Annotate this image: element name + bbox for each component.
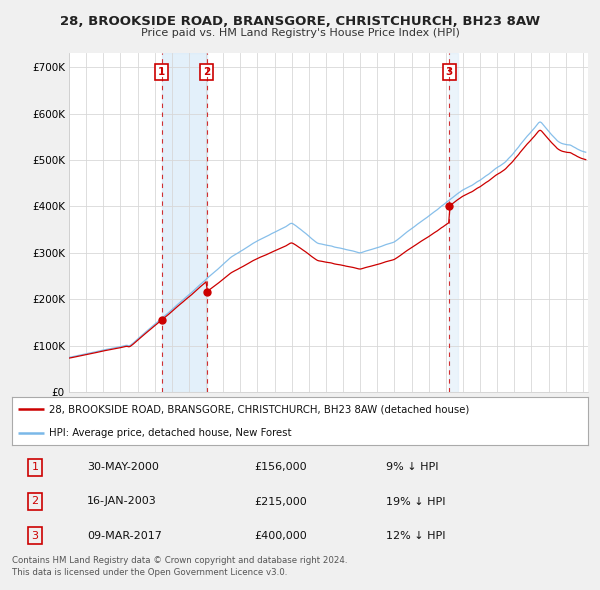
- Text: 28, BROOKSIDE ROAD, BRANSGORE, CHRISTCHURCH, BH23 8AW (detached house): 28, BROOKSIDE ROAD, BRANSGORE, CHRISTCHU…: [49, 404, 470, 414]
- Bar: [161, 53, 207, 392]
- Text: 1: 1: [32, 463, 38, 472]
- Text: HPI: Average price, detached house, New Forest: HPI: Average price, detached house, New …: [49, 428, 292, 438]
- Text: £400,000: £400,000: [254, 531, 307, 540]
- Text: 16-JAN-2003: 16-JAN-2003: [87, 497, 157, 506]
- Text: £156,000: £156,000: [254, 463, 307, 472]
- Text: £215,000: £215,000: [254, 497, 307, 506]
- Text: 30-MAY-2000: 30-MAY-2000: [87, 463, 159, 472]
- Text: 28, BROOKSIDE ROAD, BRANSGORE, CHRISTCHURCH, BH23 8AW: 28, BROOKSIDE ROAD, BRANSGORE, CHRISTCHU…: [60, 15, 540, 28]
- Text: 1: 1: [158, 67, 165, 77]
- Text: 3: 3: [445, 67, 453, 77]
- Text: 9% ↓ HPI: 9% ↓ HPI: [386, 463, 439, 472]
- Text: Price paid vs. HM Land Registry's House Price Index (HPI): Price paid vs. HM Land Registry's House …: [140, 28, 460, 38]
- Text: 3: 3: [32, 531, 38, 540]
- Text: 2: 2: [31, 497, 38, 506]
- Text: 12% ↓ HPI: 12% ↓ HPI: [386, 531, 446, 540]
- Text: 09-MAR-2017: 09-MAR-2017: [87, 531, 162, 540]
- Text: 2: 2: [203, 67, 211, 77]
- Text: 19% ↓ HPI: 19% ↓ HPI: [386, 497, 446, 506]
- Bar: [449, 53, 458, 392]
- Text: Contains HM Land Registry data © Crown copyright and database right 2024.
This d: Contains HM Land Registry data © Crown c…: [12, 556, 347, 576]
